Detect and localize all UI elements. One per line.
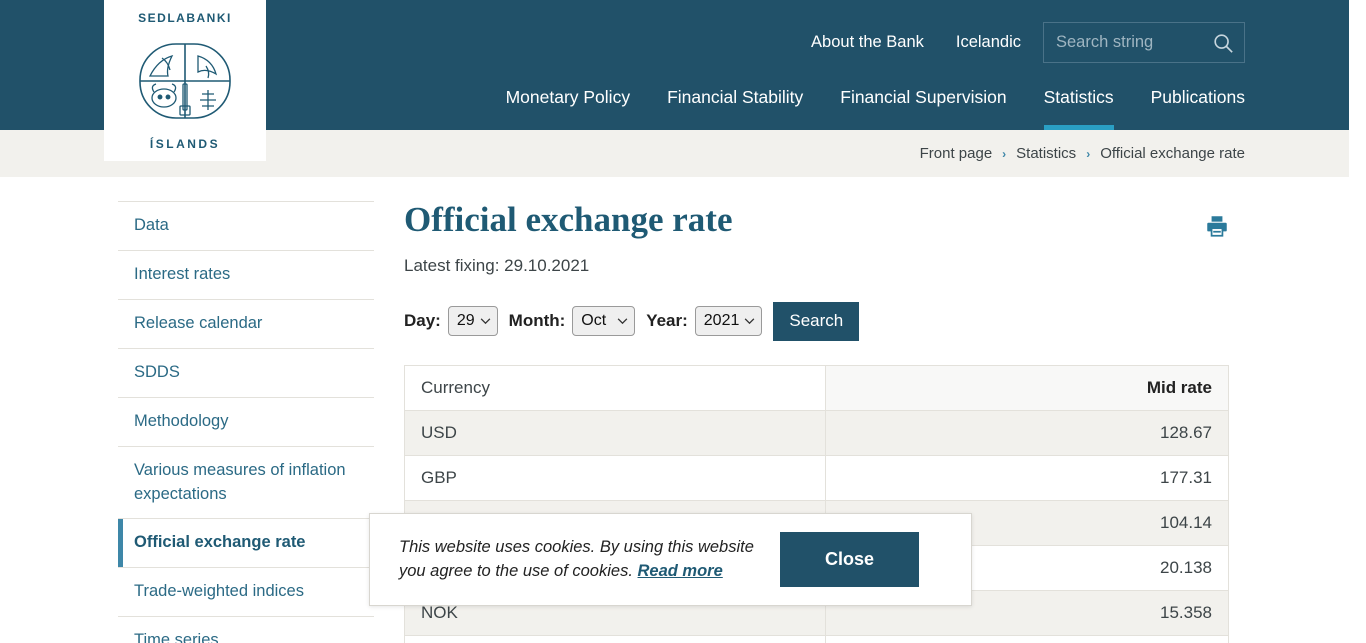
table-row: USD 128.67 [404,409,1229,456]
sidebar-item-trade-weighted-indices[interactable]: Trade-weighted indices [118,568,374,618]
nav-statistics[interactable]: Statistics [1043,87,1114,130]
sidebar-item-official-exchange-rate[interactable]: Official exchange rate [118,519,374,569]
site-header: SEDLABANKI ÍSLANDS About the Bank Icelan… [0,0,1349,161]
sidebar-item-data[interactable]: Data [118,201,374,251]
month-label: Month: [508,311,566,330]
link-about-the-bank[interactable]: About the Bank [811,33,924,51]
sidebar-item-sdds[interactable]: SDDS [118,349,374,398]
cell-currency: SEK [404,634,826,643]
main-navigation: Monetary Policy Financial Stability Fina… [506,87,1245,130]
page-title: Official exchange rate [404,200,733,239]
cookie-text-line2: you agree to the use of cookies. [399,561,633,580]
logo-top-text: SEDLABANKI [138,11,232,25]
bank-logo[interactable]: SEDLABANKI ÍSLANDS [104,0,266,161]
bank-logo-svg: SEDLABANKI ÍSLANDS [138,11,232,151]
sidebar-item-time-series[interactable]: Time series [118,617,374,643]
chevron-down-icon [617,318,628,325]
breadcrumb-front-page[interactable]: Front page [919,145,993,162]
cell-mid-rate: 177.31 [825,454,1229,501]
date-filter-row: Day: 29 Month: Oct Year: 2021 Search [404,301,1230,341]
cookie-consent-banner: This website uses cookies. By using this… [369,513,972,606]
search-button[interactable]: Search [773,301,860,341]
column-header-currency: Currency [404,364,826,411]
sidebar-navigation: Data Interest rates Release calendar SDD… [118,201,374,643]
chevron-down-icon [745,318,755,325]
cookie-banner-text: This website uses cookies. By using this… [370,536,780,584]
year-select-value: 2021 [703,312,740,329]
cell-mid-rate: 15.076 [825,634,1229,643]
sidebar-item-interest-rates[interactable]: Interest rates [118,251,374,300]
sidebar-item-inflation-expectations[interactable]: Various measures of inflation expectatio… [118,447,374,520]
breadcrumb-current: Official exchange rate [1100,145,1245,162]
month-select-value: Oct [581,312,607,329]
breadcrumb-statistics[interactable]: Statistics [1016,145,1077,162]
cell-currency: USD [404,409,826,456]
day-select-value: 29 [456,312,475,329]
search-box[interactable] [1043,22,1245,63]
column-header-mid-rate: Mid rate [825,364,1229,411]
latest-fixing-text: Latest fixing: 29.10.2021 [404,255,590,275]
table-header-row: Currency Mid rate [404,364,1229,411]
sidebar-item-methodology[interactable]: Methodology [118,398,374,447]
cell-mid-rate: 128.67 [825,409,1229,456]
year-label: Year: [646,311,688,330]
title-row: Official exchange rate [404,200,1230,240]
nav-monetary-policy[interactable]: Monetary Policy [505,87,631,107]
chevron-down-icon [480,318,490,325]
search-icon[interactable] [1212,32,1234,54]
link-icelandic[interactable]: Icelandic [955,33,1021,51]
chevron-right-icon: › [1002,146,1007,161]
table-row: SEK 15.076 [404,634,1229,643]
read-more-link[interactable]: Read more [637,561,723,580]
nav-financial-stability[interactable]: Financial Stability [667,87,804,107]
cell-currency: GBP [404,454,826,501]
cookie-close-button[interactable]: Close [780,532,919,587]
header-top-links: About the Bank Icelandic [811,22,1245,63]
nav-publications[interactable]: Publications [1150,87,1245,107]
nav-financial-supervision[interactable]: Financial Supervision [840,87,1007,107]
table-row: GBP 177.31 [404,454,1229,501]
year-select[interactable]: 2021 [694,306,763,336]
month-select[interactable]: Oct [572,306,636,336]
day-select[interactable]: 29 [447,306,498,336]
sidebar-item-release-calendar[interactable]: Release calendar [118,300,374,349]
printer-icon[interactable] [1204,213,1230,239]
day-label: Day: [404,311,441,330]
search-input[interactable] [1044,23,1204,62]
logo-bottom-text: ÍSLANDS [150,136,220,151]
chevron-right-icon: › [1086,146,1091,161]
cookie-text-line1: This website uses cookies. By using this… [399,537,754,556]
